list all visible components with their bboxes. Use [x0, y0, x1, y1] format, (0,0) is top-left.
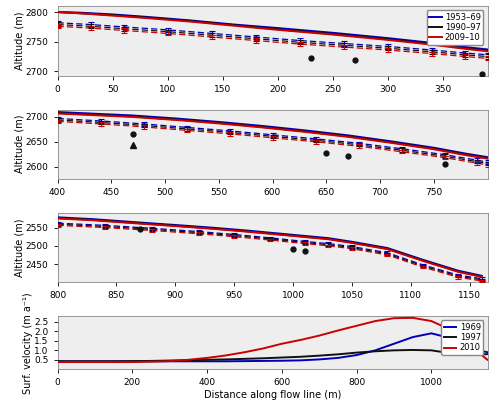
X-axis label: Distance along flow line (m): Distance along flow line (m) [204, 390, 341, 400]
Y-axis label: Surf. velocity (m a⁻¹): Surf. velocity (m a⁻¹) [22, 292, 32, 394]
Legend: 1953–69, 1990–97, 2009–10: 1953–69, 1990–97, 2009–10 [426, 10, 484, 45]
Y-axis label: Altitude (m): Altitude (m) [14, 218, 24, 277]
Y-axis label: Altitude (m): Altitude (m) [14, 11, 24, 70]
Y-axis label: Altitude (m): Altitude (m) [14, 115, 24, 173]
Legend: 1969, 1997, 2010: 1969, 1997, 2010 [442, 321, 484, 355]
